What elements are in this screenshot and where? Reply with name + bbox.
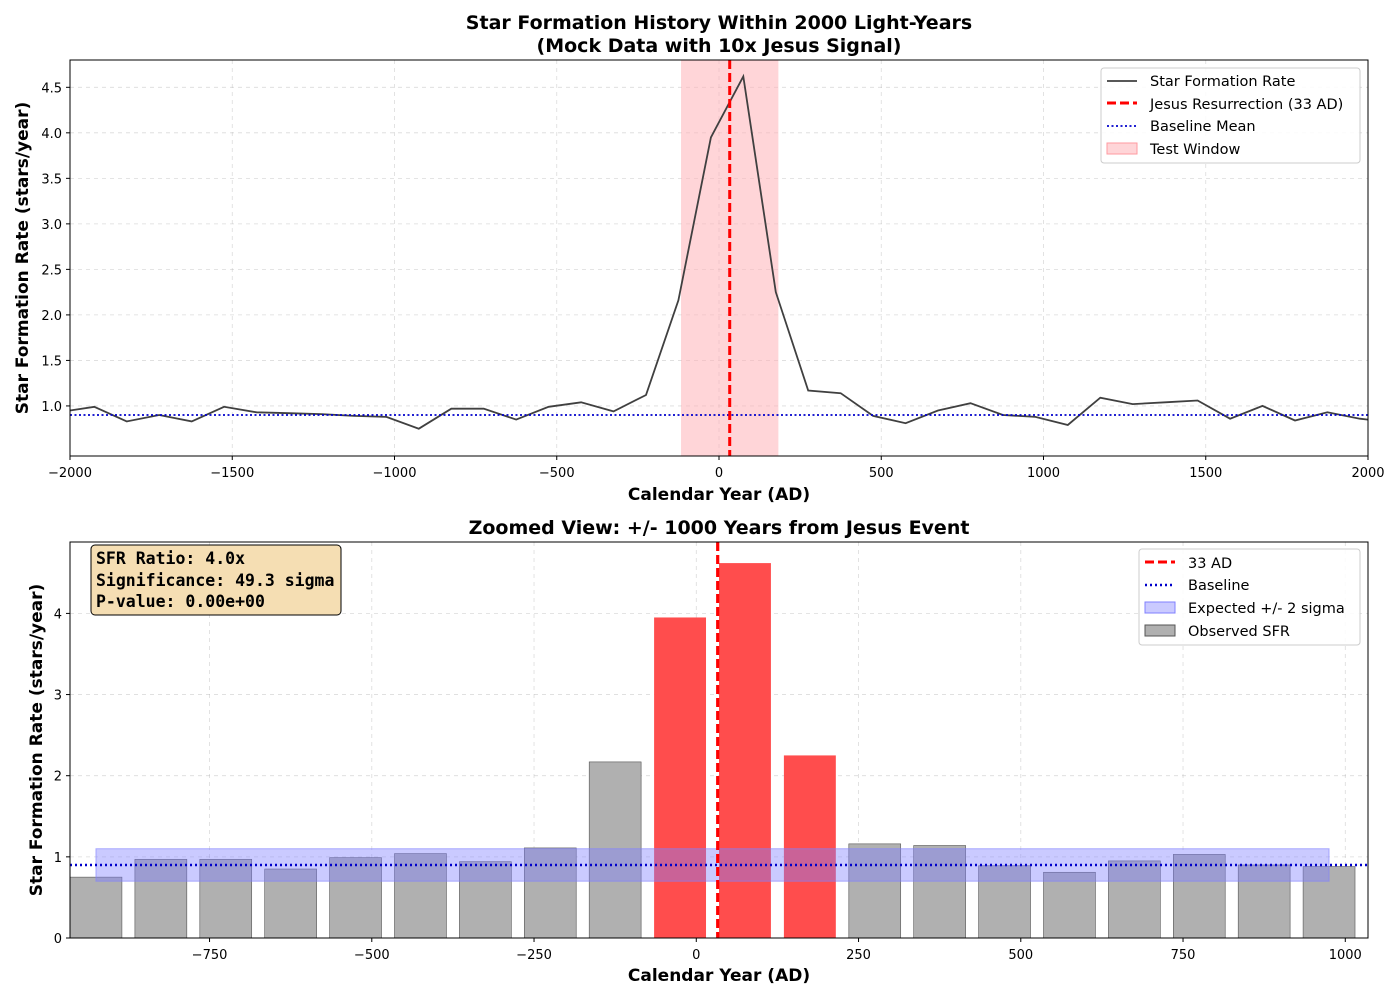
legend-observed-swatch — [1144, 624, 1176, 637]
top-y-tick-label: 3.5 — [41, 172, 62, 187]
legend-window-swatch — [1106, 142, 1138, 155]
top-x-tick-label: −1500 — [210, 466, 254, 481]
observed-bar — [69, 876, 123, 939]
highlight-bar — [654, 617, 707, 938]
top-y-tick-label: 1.0 — [41, 400, 62, 415]
legend-expected-swatch — [1144, 601, 1176, 614]
observed-bar — [1043, 871, 1096, 939]
sfr-line — [69, 73, 1369, 430]
top-x-tick-label: −500 — [539, 466, 575, 481]
top-x-tick-label: 2000 — [1351, 466, 1384, 481]
bottom-x-tick-label: 500 — [1008, 948, 1033, 963]
bottom-legend-box — [1138, 548, 1361, 646]
top-chart-title: Star Formation History Within 2000 Light… — [466, 12, 972, 34]
bottom-y-axis-label: Star Formation Rate (stars/year) — [27, 584, 47, 897]
highlight-bar — [719, 563, 771, 938]
observed-bar — [848, 843, 902, 939]
top-reference-lines — [70, 60, 1368, 456]
bottom-legend: 33 AD Baseline Expected +/- 2 sigma Obse… — [1138, 548, 1361, 646]
legend-observed-label: Observed SFR — [1188, 624, 1290, 640]
stats-significance: Significance: 49.3 sigma — [96, 571, 334, 590]
stats-box-background — [90, 544, 342, 616]
legend-baseline2-label: Baseline — [1188, 578, 1250, 594]
bottom-chart-title: Zoomed View: +/- 1000 Years from Jesus E… — [469, 517, 970, 539]
observed-bar — [1237, 864, 1291, 939]
bottom-x-tick-label: −500 — [354, 948, 390, 963]
bottom-x-tick-label: −250 — [516, 948, 552, 963]
top-chart-subtitle: (Mock Data with 10x Jesus Signal) — [537, 35, 902, 57]
legend-sfr-label: Star Formation Rate — [1150, 74, 1295, 90]
observed-bar — [459, 861, 512, 939]
top-ticks: −2000 −1500 −1000 −500 0 500 1000 1500 2000 1.0 1.… — [41, 81, 1384, 481]
observed-bar — [523, 847, 577, 939]
bottom-chart: Zoomed View: +/- 1000 Years from Jesus E… — [27, 517, 1369, 986]
bottom-ticks: −750 −500 −250 0 250 500 750 1000 0 1 2 3 4 — [54, 607, 1362, 963]
top-y-axis-label: Star Formation Rate (stars/year) — [13, 102, 33, 415]
top-y-tick-label: 3.0 — [41, 218, 62, 233]
observed-bar — [199, 858, 253, 939]
top-x-axis-label: Calendar Year (AD) — [628, 485, 810, 505]
top-x-tick-label: 1500 — [1189, 466, 1222, 481]
top-y-tick-label: 4.5 — [41, 81, 62, 96]
top-x-tick-label: 1000 — [1027, 466, 1060, 481]
top-chart: Star Formation History Within 2000 Light… — [13, 12, 1385, 505]
bottom-x-tick-label: 750 — [1171, 948, 1196, 963]
legend-baseline-label: Baseline Mean — [1150, 119, 1256, 135]
sfr-series — [69, 73, 1369, 430]
top-legend-box — [1100, 67, 1361, 164]
observed-bar — [264, 868, 317, 939]
legend-33ad-label: 33 AD — [1188, 556, 1232, 572]
bottom-y-tick-label: 0 — [54, 932, 62, 947]
highlight-bar — [783, 755, 836, 938]
legend-expected-label: Expected +/- 2 sigma — [1188, 601, 1345, 617]
bottom-y-tick-label: 4 — [54, 607, 62, 622]
bottom-axes-frame — [69, 541, 1369, 939]
bottom-x-tick-label: 1000 — [1329, 948, 1362, 963]
bottom-x-tick-label: 250 — [846, 948, 871, 963]
observed-bar — [913, 845, 966, 939]
top-x-tick-label: −2000 — [48, 466, 92, 481]
top-legend: Star Formation Rate Jesus Resurrection (… — [1100, 67, 1361, 164]
bottom-x-tick-label: 0 — [692, 948, 700, 963]
sfr-bars — [69, 563, 1356, 939]
observed-bar — [1108, 860, 1161, 939]
bottom-x-axis-label: Calendar Year (AD) — [628, 966, 810, 986]
observed-bar — [1173, 854, 1226, 939]
legend-jesus-label: Jesus Resurrection (33 AD) — [1149, 97, 1343, 113]
stats-box: SFR Ratio: 4.0x Significance: 49.3 sigma… — [90, 544, 342, 616]
observed-bar — [329, 857, 382, 939]
top-y-tick-label: 4.0 — [41, 127, 62, 142]
top-y-tick-label: 1.5 — [41, 354, 62, 369]
top-x-tick-label: 500 — [869, 466, 894, 481]
top-y-tick-label: 2.5 — [41, 263, 62, 278]
stats-sfr-ratio: SFR Ratio: 4.0x — [96, 549, 245, 568]
observed-bar — [588, 761, 642, 939]
bottom-reference-lines — [70, 542, 1368, 938]
observed-bar — [134, 858, 188, 939]
stats-p-value: P-value: 0.00e+00 — [96, 592, 265, 611]
top-x-tick-label: −1000 — [373, 466, 417, 481]
observed-bar — [978, 865, 1031, 939]
bottom-x-tick-label: −750 — [192, 948, 228, 963]
top-y-tick-label: 2.0 — [41, 309, 62, 324]
bottom-y-tick-label: 1 — [54, 851, 62, 866]
top-x-tick-label: 0 — [715, 466, 723, 481]
bottom-y-tick-label: 3 — [54, 689, 62, 704]
legend-window-label: Test Window — [1149, 142, 1240, 158]
observed-bar — [394, 853, 447, 939]
bottom-y-tick-label: 2 — [54, 770, 62, 785]
